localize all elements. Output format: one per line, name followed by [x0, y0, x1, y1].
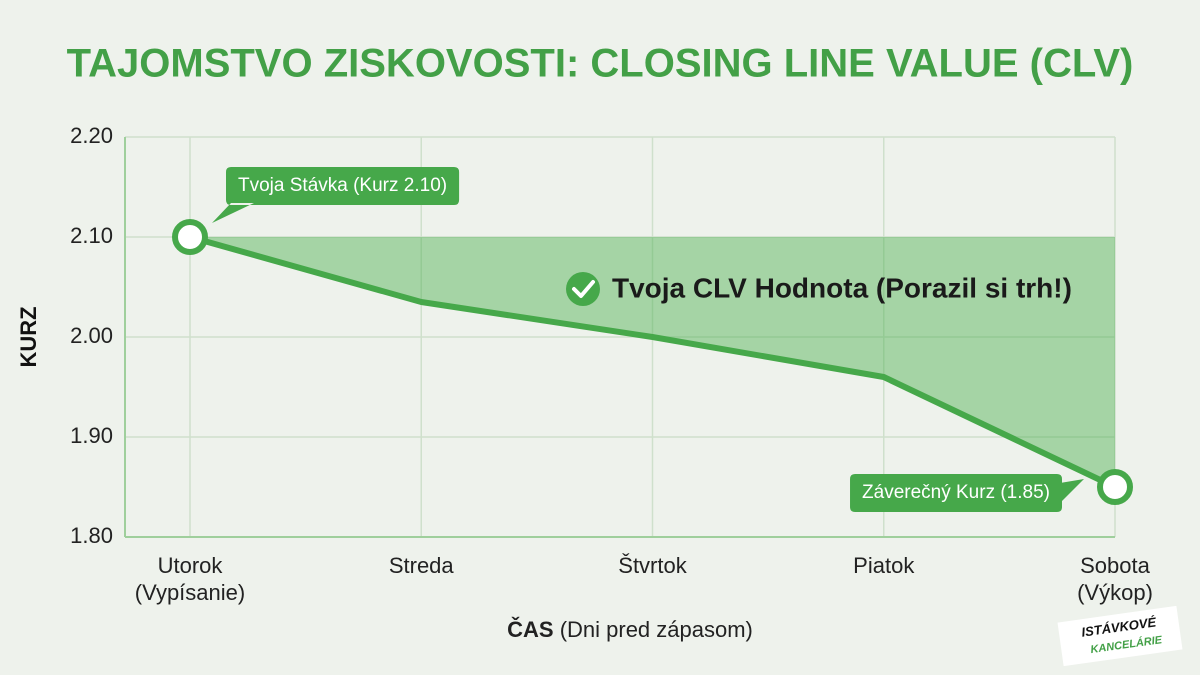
callout-box [850, 474, 1084, 512]
y-axis-label: KURZ [16, 306, 41, 367]
x-axis-label: ČAS (Dni pred zápasom) [507, 617, 753, 642]
callout: Tvoja Stávka (Kurz 2.10) [212, 167, 460, 223]
callout: Záverečný Kurz (1.85) [850, 474, 1084, 512]
x-tick-label: Štvrtok [618, 553, 687, 578]
watermark-bg [1057, 605, 1183, 667]
callout-text: Záverečný Kurz (1.85) [862, 482, 1050, 503]
point [172, 219, 208, 255]
watermark: ISTÁVKOVÉ KANCELÁRIE [1057, 605, 1183, 667]
callout-box [212, 167, 460, 223]
y-tick-label: 2.00 [70, 323, 113, 348]
x-tick-sublabel: (Vypísanie) [135, 580, 245, 605]
check-icon [566, 272, 600, 306]
chart-title: TAJOMSTVO ZISKOVOSTI: CLOSING LINE VALUE… [67, 42, 1134, 86]
point [1097, 469, 1133, 505]
y-tick-label: 2.20 [70, 123, 113, 148]
y-tick-label: 2.10 [70, 223, 113, 248]
x-tick-label: Piatok [853, 553, 915, 578]
x-tick-sublabel: (Výkop) [1077, 580, 1153, 605]
check-mark [572, 280, 595, 298]
line [189, 234, 1117, 490]
area-label: Tvoja CLV Hodnota (Porazil si trh!) [612, 272, 1072, 303]
callout-text: Tvoja Stávka (Kurz 2.10) [238, 175, 447, 196]
x-tick-label: Sobota [1080, 553, 1150, 578]
y-tick-label: 1.90 [70, 423, 113, 448]
x-axis-label-bold: ČAS [507, 617, 553, 642]
x-axis-label-rest: (Dni pred zápasom) [560, 617, 753, 642]
y-tick-label: 1.80 [70, 523, 113, 548]
x-tick-label: Utorok [158, 553, 224, 578]
x-tick-label: Streda [389, 553, 455, 578]
area-annotation: Tvoja CLV Hodnota (Porazil si trh!) [566, 272, 1072, 306]
